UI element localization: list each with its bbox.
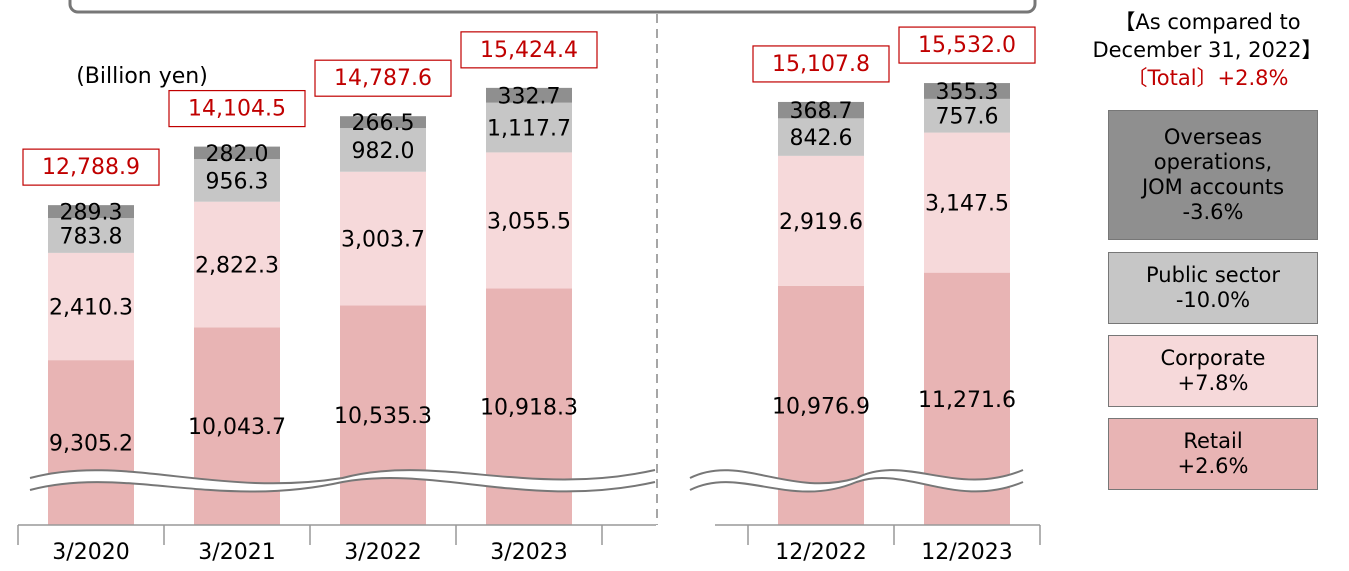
bar-segment <box>778 118 864 156</box>
bar-segment <box>486 87 572 103</box>
legend-name: Corporate <box>1160 346 1266 370</box>
axis-break-line <box>29 469 656 485</box>
value-label: 3,003.7 <box>341 228 425 253</box>
total-label: 14,104.5 <box>188 97 286 122</box>
value-label: 10,043.7 <box>188 415 286 440</box>
x-tick-label: 3/2020 <box>52 540 129 565</box>
bar-segment <box>924 132 1010 273</box>
bar-segment <box>194 159 280 202</box>
total-box <box>22 148 160 186</box>
legend-item: Corporate +7.8% <box>1108 335 1318 407</box>
total-label: 15,532.0 <box>918 33 1016 58</box>
bar-segment <box>924 98 1010 133</box>
total-label: 15,424.4 <box>480 38 578 63</box>
axis-break-line <box>29 477 656 493</box>
value-label: 956.3 <box>206 169 269 194</box>
x-tick-label: 12/2023 <box>921 540 1012 565</box>
bar-segment <box>340 128 426 172</box>
axis-break-line <box>689 469 1024 485</box>
total-label: 14,787.6 <box>334 66 432 91</box>
legend-item: Overseas operations, JOM accounts -3.6% <box>1108 110 1318 240</box>
bar-segment <box>924 83 1010 99</box>
total-label: 15,107.8 <box>772 52 870 77</box>
legend-change: +2.6% <box>1177 454 1249 478</box>
bar-segment <box>340 116 426 129</box>
total-change: 〔Total〕+2.8% <box>1126 66 1289 90</box>
legend-change: +7.8% <box>1177 371 1249 395</box>
x-tick-label: 3/2021 <box>198 540 275 565</box>
total-box <box>314 59 452 97</box>
value-label: 757.6 <box>936 105 999 130</box>
value-label: 3,147.5 <box>925 192 1009 217</box>
value-label: 2,822.3 <box>195 253 279 278</box>
value-label: 355.3 <box>936 80 999 105</box>
value-label: 289.3 <box>60 201 123 226</box>
bar-segment <box>48 252 134 361</box>
value-label: 842.6 <box>790 126 853 151</box>
bar-segment <box>486 152 572 289</box>
x-tick-label: 3/2023 <box>490 540 567 565</box>
value-label: 282.0 <box>206 142 269 167</box>
bar-segment <box>48 360 134 525</box>
legend-title: December 31, 2022】 <box>1092 38 1323 62</box>
value-label: 9,305.2 <box>49 432 133 457</box>
bar-segment <box>48 205 134 219</box>
value-label: 10,976.9 <box>772 394 870 419</box>
unit-label: (Billion yen) <box>76 64 208 89</box>
legend-item: Retail +2.6% <box>1108 418 1318 490</box>
bar-segment <box>194 201 280 328</box>
bar-segment <box>778 101 864 119</box>
x-tick-label: 3/2022 <box>344 540 421 565</box>
legend-name: Overseas operations, JOM accounts <box>1141 125 1285 199</box>
bar-segment <box>48 218 134 253</box>
legend-change: -10.0% <box>1175 288 1251 312</box>
legend-name: Retail <box>1183 429 1243 453</box>
axis-break <box>690 470 1023 492</box>
axis-break-line <box>689 477 1024 493</box>
legend-title: 【As compared to <box>1114 10 1301 34</box>
axis-break <box>30 470 655 492</box>
total-box <box>752 45 890 83</box>
value-label: 11,271.6 <box>918 388 1016 413</box>
value-label: 10,535.3 <box>334 404 432 429</box>
value-label: 266.5 <box>352 111 415 136</box>
total-box <box>460 31 598 69</box>
bar-segment <box>340 171 426 306</box>
value-label: 368.7 <box>790 99 853 124</box>
value-label: 1,117.7 <box>487 117 571 142</box>
value-label: 2,410.3 <box>49 296 133 321</box>
legend-change: -3.6% <box>1182 200 1244 224</box>
bar-segment <box>194 146 280 160</box>
total-box <box>898 26 1036 64</box>
legend-name: Public sector <box>1146 263 1280 287</box>
value-label: 783.8 <box>60 224 123 249</box>
value-label: 332.7 <box>498 84 561 109</box>
legend: 【As compared to December 31, 2022】 〔Tota… <box>1070 8 1345 490</box>
header-box <box>68 0 1037 14</box>
bar-segment <box>778 155 864 286</box>
bar-segment <box>486 102 572 153</box>
value-label: 982.0 <box>352 139 415 164</box>
legend-item: Public sector -10.0% <box>1108 252 1318 324</box>
value-label: 3,055.5 <box>487 209 571 234</box>
value-label: 2,919.6 <box>779 210 863 235</box>
total-box <box>168 89 306 128</box>
bar-segment <box>340 305 426 525</box>
total-label: 12,788.9 <box>42 155 140 180</box>
x-tick-label: 12/2022 <box>775 540 866 565</box>
value-label: 10,918.3 <box>480 396 578 421</box>
